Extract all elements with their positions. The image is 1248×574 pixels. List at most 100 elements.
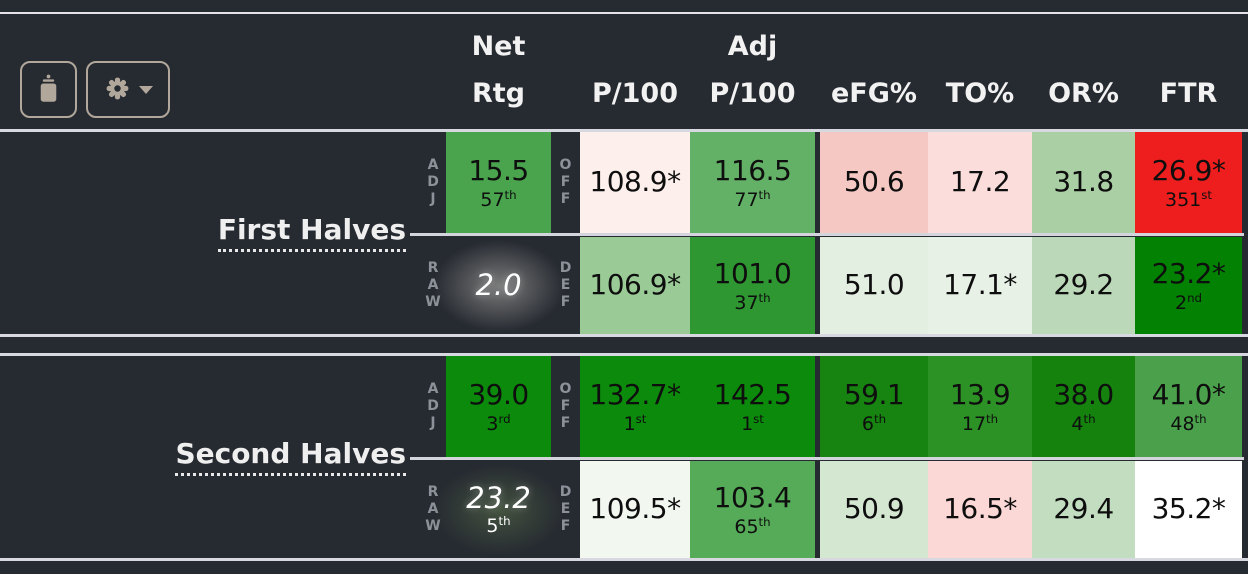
cell-value: 38.0 (1053, 378, 1114, 412)
cell-value: 50.9 (843, 492, 905, 526)
column-header-net-rtg[interactable]: Net Rtg (471, 31, 526, 109)
cell-value: 103.4 (713, 481, 792, 515)
column-header-or[interactable]: OR% (1048, 78, 1119, 109)
cell-or: 31.8 (1032, 132, 1135, 233)
cell-rank: 48th (1170, 412, 1207, 435)
cell-rank: 3rd (486, 412, 511, 435)
cell-value: 116.5 (713, 154, 792, 188)
cell-value: 132.7* (589, 378, 681, 412)
cell-p100: 108.9* (580, 132, 690, 233)
cell-value: 50.6 (843, 165, 905, 199)
cell-value: 23.2 (466, 481, 531, 516)
cell-adj-p100: 103.4 65th (690, 461, 815, 558)
cell-efg: 50.9 (820, 461, 928, 558)
settings-button[interactable] (86, 61, 170, 118)
row-label-second-halves: Second Halves (0, 356, 420, 558)
cell-value: 59.1 (843, 378, 905, 412)
column-header-ftr[interactable]: FTR (1159, 78, 1218, 109)
row-label-first-halves: First Halves (0, 132, 420, 334)
cell-rank: 2nd (1174, 291, 1203, 314)
cell-value: 109.5* (589, 492, 681, 526)
cell-to: 16.5* (928, 461, 1032, 558)
cell-rank: 4th (1071, 412, 1096, 435)
cell-rank: 77th (734, 188, 771, 211)
caret-down-icon (138, 85, 153, 94)
cell-to: 17.1* (928, 237, 1032, 334)
column-header-to[interactable]: TO% (945, 78, 1015, 109)
cell-value: 13.9 (949, 378, 1011, 412)
cell-rank: 17th (961, 412, 999, 435)
cell-to: 17.2 (928, 132, 1032, 233)
cell-or: 38.0 4th (1032, 356, 1135, 457)
cell-value: 15.5 (468, 154, 529, 188)
cell-net-rtg: 39.0 3rd (446, 356, 551, 457)
toolbar (20, 61, 420, 118)
cell-value: 23.2* (1151, 257, 1226, 291)
cell-net-rtg-raw: 23.2 5th (432, 461, 565, 558)
cell-value: 16.5* (943, 492, 1017, 526)
cell-adj-p100: 142.5 1st (690, 356, 815, 457)
cell-value: 51.0 (843, 268, 905, 302)
cell-rank: 37th (734, 291, 771, 314)
row-label-text[interactable]: First Halves (217, 213, 406, 253)
cell-net-rtg-raw: 2.0 (432, 237, 565, 334)
subrow-divider (410, 233, 1244, 236)
cell-net-rtg: 15.5 57th (446, 132, 551, 233)
cell-p100: 106.9* (580, 237, 690, 334)
gear-icon (104, 75, 131, 105)
cell-rank: 57th (480, 188, 517, 211)
cell-rank: 1st (623, 412, 647, 435)
cell-value: 101.0 (713, 257, 792, 291)
cell-value: 17.2 (949, 165, 1011, 199)
cell-value: 29.2 (1053, 268, 1114, 302)
cell-rank: 6th (861, 412, 887, 435)
cell-efg: 59.1 6th (820, 356, 928, 457)
subrow-divider (410, 457, 1244, 460)
cell-ftr: 23.2* 2nd (1135, 237, 1242, 334)
clipboard-button[interactable] (20, 61, 77, 118)
cell-ftr: 26.9* 351st (1135, 132, 1242, 233)
column-header-efg[interactable]: eFG% (831, 78, 917, 109)
cell-adj-p100: 116.5 77th (690, 132, 815, 233)
cell-or: 29.2 (1032, 237, 1135, 334)
cell-rank: 351st (1164, 188, 1212, 211)
cell-or: 29.4 (1032, 461, 1135, 558)
raw-net-glow: 2.0 (432, 239, 565, 332)
cell-value: 2.0 (475, 267, 522, 302)
cell-efg: 51.0 (820, 237, 928, 334)
cell-value: 142.5 (713, 378, 792, 412)
cell-value: 26.9* (1151, 154, 1226, 188)
cell-p100: 132.7* 1st (580, 356, 690, 457)
cell-value: 41.0* (1151, 378, 1226, 412)
column-header-p100[interactable]: P/100 (591, 78, 678, 109)
group-gap (0, 337, 1248, 353)
cell-value: 35.2* (1151, 492, 1226, 526)
row-label-text[interactable]: Second Halves (175, 437, 406, 477)
column-header-adj-p100[interactable]: Adj P/100 (709, 31, 796, 109)
cell-rank: 65th (734, 515, 771, 538)
cell-rank: 5th (486, 514, 511, 537)
cell-efg: 50.6 (820, 132, 928, 233)
top-divider (0, 12, 1248, 14)
cell-rank: 1st (741, 412, 764, 435)
cell-value: 29.4 (1053, 492, 1114, 526)
raw-net-glow: 23.2 5th (432, 463, 565, 556)
cell-ftr: 35.2* (1135, 461, 1242, 558)
cell-to: 13.9 17th (928, 356, 1032, 457)
clipboard-icon (36, 74, 61, 105)
cell-value: 31.8 (1053, 165, 1114, 199)
cell-ftr: 41.0* 48th (1135, 356, 1242, 457)
cell-value: 39.0 (468, 378, 529, 412)
table-header: Net Rtg P/100 Adj P/100 eFG% TO% OR% FTR (0, 14, 1248, 132)
cell-p100: 109.5* (580, 461, 690, 558)
cell-value: 108.9* (589, 165, 681, 199)
cell-value: 106.9* (589, 268, 681, 302)
